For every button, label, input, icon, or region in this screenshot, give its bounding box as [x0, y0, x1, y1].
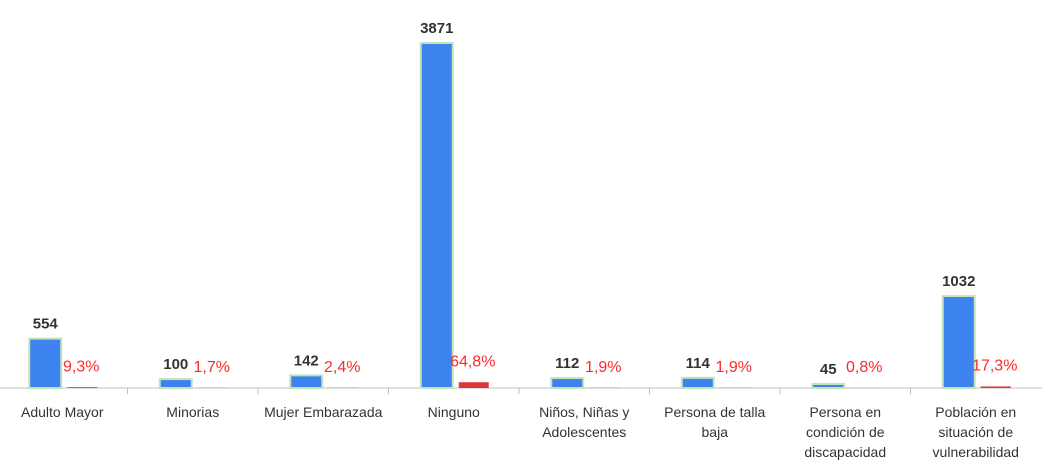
data-label: 142 [294, 352, 319, 369]
bar [811, 382, 846, 390]
data-label: 1,9% [716, 359, 752, 376]
data-label: 554 [33, 316, 59, 333]
x-tick-label: Mujer Embarazada [264, 404, 383, 420]
bar [680, 376, 715, 390]
data-label: 64,8% [450, 353, 495, 370]
x-tick-label: Minorias [166, 404, 220, 420]
data-label: 1,7% [194, 359, 230, 376]
data-label: 2,4% [324, 359, 360, 376]
bar [67, 387, 98, 388]
data-label: 1032 [942, 273, 975, 290]
x-tick-label: Niños, Niñas y Adolescentes [539, 404, 630, 440]
data-label: 3871 [420, 20, 453, 37]
x-tick-label: Persona de talla baja [664, 404, 766, 440]
data-label: 112 [555, 355, 579, 372]
bar [458, 382, 489, 388]
bar [28, 337, 63, 389]
data-label: 9,3% [63, 358, 99, 375]
bar [289, 374, 324, 390]
x-tick-label: Persona en condición de discapacidad [804, 404, 887, 460]
data-label: 17,3% [972, 358, 1017, 375]
x-tick-label: Ninguno [427, 404, 480, 420]
bar [941, 295, 976, 390]
x-tick-label: Población en situación de vulnerabilidad [932, 404, 1019, 460]
bar [550, 377, 585, 390]
data-label: 1,9% [585, 359, 621, 376]
data-label: 114 [686, 355, 711, 372]
data-label: 45 [820, 361, 837, 378]
bar [158, 378, 193, 390]
bar [980, 386, 1011, 388]
data-label: 0,8% [846, 359, 882, 376]
x-tick-label: Adulto Mayor [21, 404, 104, 420]
data-label: 100 [163, 356, 188, 373]
bar [419, 42, 454, 389]
